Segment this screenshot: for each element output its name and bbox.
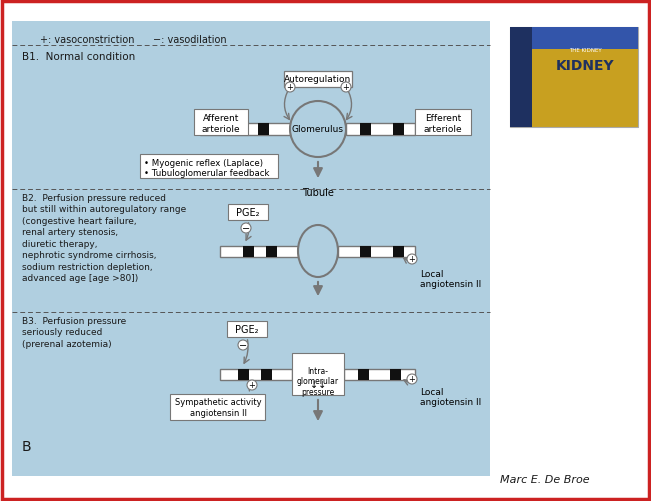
Circle shape — [238, 340, 248, 350]
Circle shape — [241, 223, 251, 233]
Bar — [235, 124, 246, 136]
Text: Efferent
arteriole: Efferent arteriole — [424, 114, 462, 133]
Text: B1.  Normal condition: B1. Normal condition — [22, 52, 135, 62]
Text: B2.  Perfusion pressure reduced
but still within autoregulatory range
(congestiv: B2. Perfusion pressure reduced but still… — [22, 193, 186, 283]
Bar — [510, 28, 532, 128]
FancyBboxPatch shape — [227, 321, 267, 337]
Bar — [393, 246, 404, 258]
Text: Autoregulation: Autoregulation — [284, 75, 352, 84]
Bar — [390, 369, 401, 380]
FancyBboxPatch shape — [140, 155, 278, 179]
Text: +: + — [249, 381, 255, 390]
Bar — [532, 28, 638, 50]
Bar — [238, 369, 249, 380]
Bar — [243, 246, 254, 258]
Text: THE KIDNEY: THE KIDNEY — [569, 48, 602, 53]
Text: PGE₂: PGE₂ — [235, 324, 258, 334]
Text: PGE₂: PGE₂ — [236, 207, 260, 217]
Bar — [258, 124, 269, 136]
FancyBboxPatch shape — [284, 72, 352, 88]
Bar — [200, 124, 290, 136]
Bar — [261, 369, 272, 380]
Text: Local
angiotensin II: Local angiotensin II — [420, 387, 481, 407]
FancyBboxPatch shape — [170, 394, 265, 420]
FancyBboxPatch shape — [292, 353, 344, 395]
Circle shape — [407, 255, 417, 265]
Text: −: vasodilation: −: vasodilation — [153, 35, 227, 45]
Text: −: − — [242, 223, 250, 233]
Bar — [220, 369, 292, 380]
Circle shape — [407, 374, 417, 384]
Circle shape — [247, 380, 257, 390]
FancyBboxPatch shape — [194, 110, 248, 136]
Bar — [358, 369, 369, 380]
Text: Glomerulus: Glomerulus — [292, 125, 344, 134]
Text: +: + — [409, 255, 415, 264]
Bar — [12, 22, 490, 476]
Bar — [344, 369, 415, 380]
Circle shape — [341, 83, 351, 93]
Bar — [266, 246, 277, 258]
Bar — [360, 246, 371, 258]
Bar — [346, 124, 415, 136]
Bar — [393, 124, 404, 136]
Bar — [220, 246, 298, 258]
Text: +: + — [342, 83, 350, 92]
Text: +: + — [286, 83, 294, 92]
Text: Intra-
glomerular
pressure: Intra- glomerular pressure — [297, 366, 339, 396]
Circle shape — [290, 102, 346, 158]
Bar — [360, 124, 371, 136]
FancyBboxPatch shape — [415, 110, 471, 136]
Text: B: B — [22, 439, 32, 453]
Text: • Myogenic reflex (Laplace)
• Tubuloglomerular feedback: • Myogenic reflex (Laplace) • Tubuloglom… — [144, 159, 270, 178]
Text: Marc E. De Broe: Marc E. De Broe — [500, 474, 590, 484]
Text: B3.  Perfusion pressure
seriously reduced
(prerenal azotemia): B3. Perfusion pressure seriously reduced… — [22, 316, 126, 348]
Text: +: vasoconstriction: +: vasoconstriction — [40, 35, 135, 45]
Circle shape — [285, 83, 295, 93]
Ellipse shape — [298, 225, 338, 278]
Text: Local
angiotensin II: Local angiotensin II — [420, 270, 481, 289]
Text: Tubule: Tubule — [302, 188, 334, 197]
Text: Afferent
arteriole: Afferent arteriole — [202, 114, 240, 133]
Bar — [338, 246, 415, 258]
FancyBboxPatch shape — [228, 204, 268, 220]
Text: KIDNEY: KIDNEY — [556, 59, 615, 73]
Text: −: − — [239, 340, 247, 350]
Text: ↓↓: ↓↓ — [310, 379, 326, 389]
Bar — [510, 28, 638, 128]
Text: +: + — [409, 375, 415, 384]
Text: Sympathetic activity
angiotensin II: Sympathetic activity angiotensin II — [174, 397, 261, 417]
